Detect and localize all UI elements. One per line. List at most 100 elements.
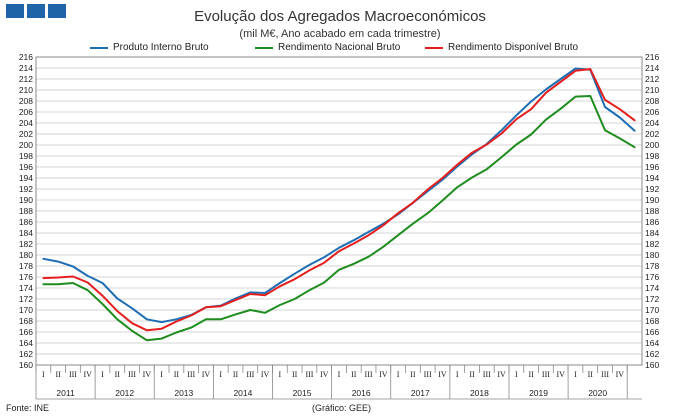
y-tick-label-right: 190 <box>645 195 659 205</box>
chart-title: Evolução dos Agregados Macroeconómicos <box>194 8 486 25</box>
y-tick-label-right: 180 <box>645 250 659 260</box>
y-tick-label-right: 212 <box>645 74 659 84</box>
y-tick-label-left: 210 <box>19 85 33 95</box>
y-tick-label-right: 196 <box>645 162 659 172</box>
source-note: Fonte: INE <box>6 403 50 413</box>
legend-swatch-pib <box>90 46 108 49</box>
y-tick-label-left: 194 <box>19 173 33 183</box>
x-year-label: 2013 <box>174 388 193 398</box>
x-quarter-label: I <box>42 370 45 379</box>
x-quarter-label: IV <box>556 370 565 379</box>
y-tick-label-left: 208 <box>19 96 33 106</box>
y-tick-label-left: 190 <box>19 195 33 205</box>
y-tick-label-right: 192 <box>645 184 659 194</box>
chart-subtitle: (mil M€, Ano acabado em cada trimestre) <box>239 28 441 40</box>
y-tick-label-right: 210 <box>645 85 659 95</box>
legend-item-rdb: Rendimento Disponível Bruto <box>425 42 578 53</box>
y-tick-label-left: 196 <box>19 162 33 172</box>
series-line-1 <box>42 95 636 342</box>
x-quarter-label: III <box>483 370 491 379</box>
legend-item-rnb: Rendimento Nacional Bruto <box>255 42 400 53</box>
y-tick-label-right: 214 <box>645 63 659 73</box>
y-tick-label-left: 186 <box>19 217 33 227</box>
y-tick-label-left: 192 <box>19 184 33 194</box>
x-quarter-label: III <box>246 370 254 379</box>
x-quarter-label: II <box>469 370 475 379</box>
x-quarter-label: II <box>174 370 180 379</box>
x-quarter-label: II <box>528 370 534 379</box>
chart-credit: (Gráfico: GEE) <box>312 403 372 413</box>
y-tick-label-left: 166 <box>19 327 33 337</box>
x-quarter-label: I <box>101 370 104 379</box>
ine-logo <box>6 4 66 18</box>
y-tick-label-left: 172 <box>19 294 33 304</box>
y-tick-label-left: 198 <box>19 151 33 161</box>
x-quarter-label: IV <box>320 370 329 379</box>
x-year-label: 2014 <box>233 388 252 398</box>
y-tick-label-left: 206 <box>19 107 33 117</box>
x-quarter-label: III <box>128 370 136 379</box>
x-year-label: 2018 <box>470 388 489 398</box>
x-quarter-label: III <box>424 370 432 379</box>
y-tick-label-left: 212 <box>19 74 33 84</box>
series-line-2 <box>42 68 636 332</box>
chart-legend: Produto Interno Bruto Rendimento Naciona… <box>0 42 680 56</box>
y-tick-label-right: 168 <box>645 316 659 326</box>
y-tick-label-left: 200 <box>19 140 33 150</box>
x-quarter-label: III <box>69 370 77 379</box>
x-quarter-label: I <box>574 370 577 379</box>
y-tick-label-left: 204 <box>19 118 33 128</box>
legend-label-rdb: Rendimento Disponível Bruto <box>448 42 579 53</box>
y-tick-label-right: 206 <box>645 107 659 117</box>
x-quarter-label: IV <box>261 370 270 379</box>
y-tick-label-left: 174 <box>19 283 33 293</box>
y-tick-label-right: 182 <box>645 239 659 249</box>
y-tick-label-right: 164 <box>645 338 659 348</box>
y-tick-label-right: 208 <box>645 96 659 106</box>
y-tick-label-right: 166 <box>645 327 659 337</box>
x-quarter-label: IV <box>84 370 93 379</box>
y-tick-label-left: 188 <box>19 206 33 216</box>
x-quarter-label: I <box>515 370 518 379</box>
x-quarter-label: IV <box>143 370 152 379</box>
y-tick-label-left: 178 <box>19 261 33 271</box>
y-tick-label-left: 170 <box>19 305 33 315</box>
y-tick-label-right: 188 <box>645 206 659 216</box>
y-tick-label-left: 164 <box>19 338 33 348</box>
x-quarter-label: II <box>56 370 62 379</box>
x-year-label: 2017 <box>411 388 430 398</box>
x-quarter-label: IV <box>438 370 447 379</box>
y-tick-label-right: 198 <box>645 151 659 161</box>
x-year-label: 2015 <box>293 388 312 398</box>
y-tick-label-left: 202 <box>19 129 33 139</box>
y-tick-label-right: 194 <box>645 173 659 183</box>
x-quarter-label: II <box>410 370 416 379</box>
x-quarter-label: III <box>542 370 550 379</box>
logo-square <box>6 4 24 18</box>
x-quarter-label: I <box>456 370 459 379</box>
y-tick-label-left: 214 <box>19 63 33 73</box>
y-tick-label-right: 162 <box>645 349 659 359</box>
legend-swatch-rdb <box>425 46 443 49</box>
logo-square <box>48 4 66 18</box>
x-quarter-label: I <box>397 370 400 379</box>
y-tick-label-right: 202 <box>645 129 659 139</box>
y-tick-label-left: 176 <box>19 272 33 282</box>
x-quarter-label: III <box>305 370 313 379</box>
y-tick-label-left: 216 <box>19 52 33 62</box>
x-quarter-label: I <box>219 370 222 379</box>
x-quarter-label: III <box>187 370 195 379</box>
legend-label-pib: Produto Interno Bruto <box>113 42 209 53</box>
x-quarter-label: IV <box>202 370 211 379</box>
series-line-0 <box>42 67 636 324</box>
x-quarter-label: III <box>601 370 609 379</box>
x-quarter-label: II <box>292 370 298 379</box>
x-quarter-label: II <box>233 370 239 379</box>
logo-square <box>27 4 45 18</box>
y-tick-label-right: 200 <box>645 140 659 150</box>
y-tick-label-right: 178 <box>645 261 659 271</box>
y-tick-label-right: 186 <box>645 217 659 227</box>
y-tick-label-left: 182 <box>19 239 33 249</box>
legend-swatch-rnb <box>255 46 273 49</box>
x-year-label: 2019 <box>529 388 548 398</box>
